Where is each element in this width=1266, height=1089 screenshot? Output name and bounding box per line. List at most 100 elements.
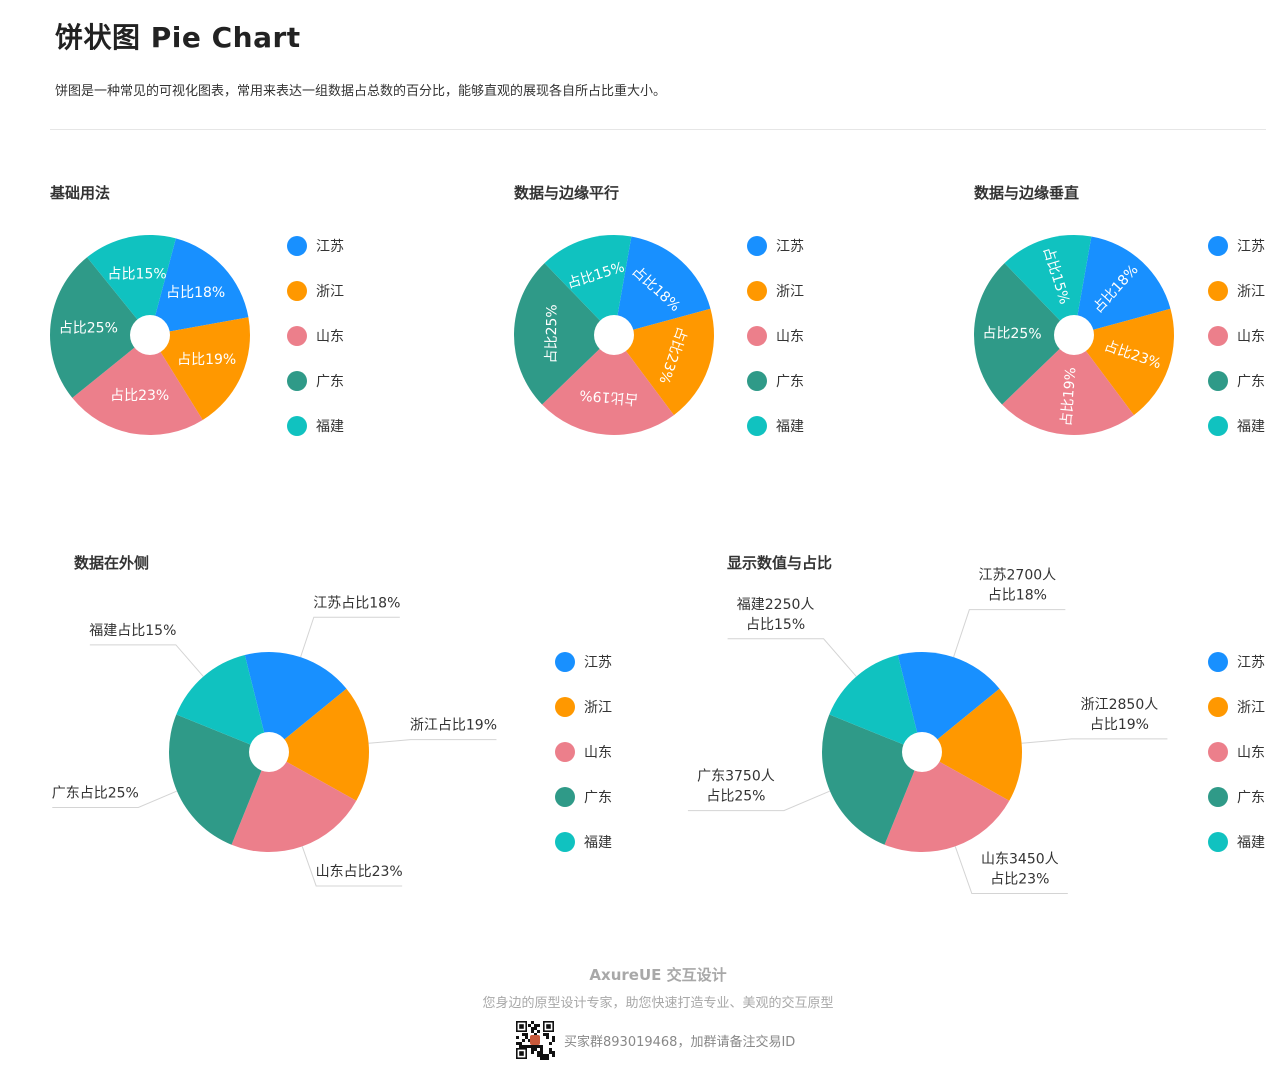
legend: 江苏 浙江 山东 广东 福建	[1208, 236, 1266, 436]
legend-item: 福建	[747, 416, 804, 436]
pie-slice-shandong	[72, 335, 203, 435]
pie-slice-fujian	[87, 235, 176, 335]
legend-item: 浙江	[1208, 697, 1265, 717]
pie-chart-radial: 占比18%占比23%占比19%占比25%占比15%	[974, 235, 1174, 435]
legend-item: 福建	[1208, 832, 1265, 852]
slice-data-label: 占比18%	[166, 285, 225, 301]
pie-slice-shandong	[884, 752, 1010, 852]
pie-slice-fujian	[1004, 235, 1092, 335]
legend-item: 山东	[747, 326, 804, 346]
pie-slice-jiangsu	[614, 236, 711, 335]
legend-item: 浙江	[287, 281, 344, 301]
legend-swatch	[1208, 832, 1228, 852]
legend-label: 福建	[316, 419, 344, 435]
pie-slice-zhejiang	[614, 308, 714, 416]
leader-line	[368, 739, 497, 744]
legend-swatch	[1208, 281, 1228, 301]
legend-label: 广东	[316, 374, 344, 390]
qr-code-icon	[515, 1020, 555, 1060]
pie-slice-guangdong	[822, 714, 922, 845]
pie-chart-tangential: 占比18%占比23%占比19%占比25%占比15%	[514, 235, 714, 435]
legend-swatch	[747, 326, 767, 346]
pie-slice-fujian	[544, 235, 632, 335]
legend-label: 广东	[584, 790, 612, 806]
pie-slice-zhejiang	[150, 317, 250, 420]
leader-line	[300, 616, 400, 658]
pie-slice-guangdong	[50, 257, 150, 398]
legend-swatch	[555, 742, 575, 762]
legend-label: 浙江	[1237, 700, 1265, 716]
divider	[50, 129, 1266, 130]
legend-label: 广东	[776, 374, 804, 390]
pie-slice-zhejiang	[922, 688, 1022, 801]
legend-label: 山东	[1237, 329, 1265, 345]
pie-chart-outside: 江苏占比18% 浙江占比19% 山东占比23% 广东占比25% 福建占比15%	[52, 595, 497, 887]
pie-center-hole	[594, 315, 634, 355]
pie-slice-shandong	[231, 752, 357, 852]
legend-label: 福建	[1237, 835, 1265, 851]
legend-item: 山东	[287, 326, 344, 346]
pie-center-hole	[902, 732, 942, 772]
pie-slice-fujian	[176, 654, 269, 752]
legend-swatch	[555, 832, 575, 852]
legend-item: 山东	[1208, 742, 1265, 762]
legend-label: 山东	[584, 745, 612, 761]
legend-label: 山东	[316, 329, 344, 345]
leader-line	[52, 790, 178, 808]
legend-swatch	[555, 697, 575, 717]
legend-swatch	[287, 371, 307, 391]
legend-swatch	[287, 326, 307, 346]
legend-item: 江苏	[1208, 236, 1265, 256]
slice-data-label: 占比15%	[108, 266, 167, 282]
slice-data-label: 占比19%	[177, 352, 236, 368]
pie-slice-zhejiang	[1074, 308, 1174, 416]
pie-slice-jiangsu	[1074, 236, 1171, 335]
legend-swatch	[1208, 787, 1228, 807]
legend-label: 江苏	[776, 239, 804, 255]
legend-swatch	[1208, 697, 1228, 717]
legend-item: 福建	[287, 416, 344, 436]
legend-swatch	[1208, 652, 1228, 672]
slice-data-label: 广东3750人	[697, 769, 775, 785]
slice-data-label: 江苏2700人	[979, 568, 1057, 584]
pie-center-hole	[1054, 315, 1094, 355]
pie-slice-guangdong	[514, 263, 614, 405]
pie-center-hole	[249, 732, 289, 772]
slice-data-label: 占比18%	[988, 588, 1047, 604]
footer-contact: 买家群893019468，加群请备注交易ID	[515, 1020, 795, 1060]
slice-data-label: 广东占比25%	[52, 785, 139, 801]
legend-label: 江苏	[1237, 239, 1265, 255]
leader-line	[89, 644, 204, 677]
legend-swatch	[747, 281, 767, 301]
legend-label: 浙江	[316, 284, 344, 300]
slice-data-label: 占比15%	[746, 617, 805, 633]
legend-swatch	[747, 236, 767, 256]
legend: 江苏 浙江 山东 广东 福建	[555, 652, 635, 852]
legend-swatch	[555, 652, 575, 672]
legend-item: 山东	[1208, 326, 1265, 346]
pie-slice-jiangsu	[150, 238, 249, 335]
legend-item: 广东	[1208, 371, 1265, 391]
pie-slice-guangdong	[168, 714, 269, 845]
legend-swatch	[287, 416, 307, 436]
footer-contact-text: 买家群893019468，加群请备注交易ID	[564, 1034, 796, 1050]
slice-data-label: 占比25%	[59, 321, 118, 337]
slice-data-label: 山东占比23%	[316, 864, 403, 880]
legend-label: 江苏	[1237, 655, 1265, 671]
legend-label: 浙江	[776, 284, 804, 300]
legend-item: 江苏	[287, 236, 344, 256]
legend-swatch	[747, 416, 767, 436]
legend-item: 广东	[555, 787, 612, 807]
slice-data-label: 江苏占比18%	[313, 595, 400, 611]
legend-item: 江苏	[1208, 652, 1265, 672]
pie-slice-guangdong	[974, 263, 1074, 405]
pie-slice-jiangsu	[897, 652, 1000, 752]
legend-swatch	[1208, 742, 1228, 762]
legend-swatch	[555, 787, 575, 807]
pie-chart-basic: 占比18% 占比19% 占比23% 占比25% 占比15%	[50, 235, 250, 435]
legend-swatch	[287, 281, 307, 301]
legend-item: 江苏	[555, 652, 612, 672]
slice-data-label: 占比19%	[579, 386, 639, 407]
chart-title: 显示数值与占比	[727, 554, 833, 572]
